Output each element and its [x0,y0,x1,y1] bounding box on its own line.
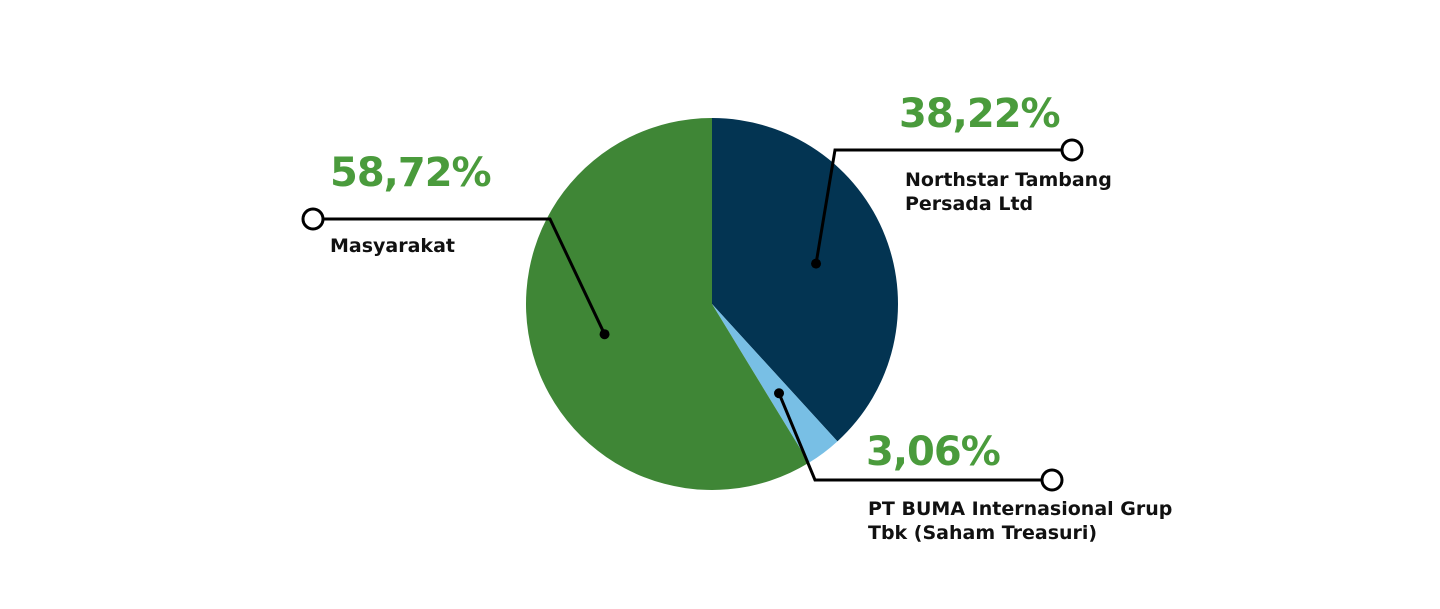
leader-line [814,148,1072,264]
leader-dot [811,258,822,269]
pie-slice [526,118,809,491]
pie-slice [712,304,838,463]
category-label: Northstar Tambang Persada Ltd [905,169,1112,215]
category-label: PT BUMA Internasional Grup Tbk (Saham Tr… [868,498,1173,544]
category-label: Masyarakat [330,235,455,257]
percent-label: 38,22% [899,91,1061,137]
percent-label: 3,06% [866,429,1001,475]
leader-dot [599,329,610,340]
leader-dot [774,388,785,399]
leader-end [301,207,325,231]
leader-line [777,392,1052,482]
percent-label: 58,72% [330,150,492,196]
leader-end [1040,468,1064,492]
leader-line [313,217,606,335]
pie-slice [712,118,898,442]
leader-end [1060,138,1084,162]
